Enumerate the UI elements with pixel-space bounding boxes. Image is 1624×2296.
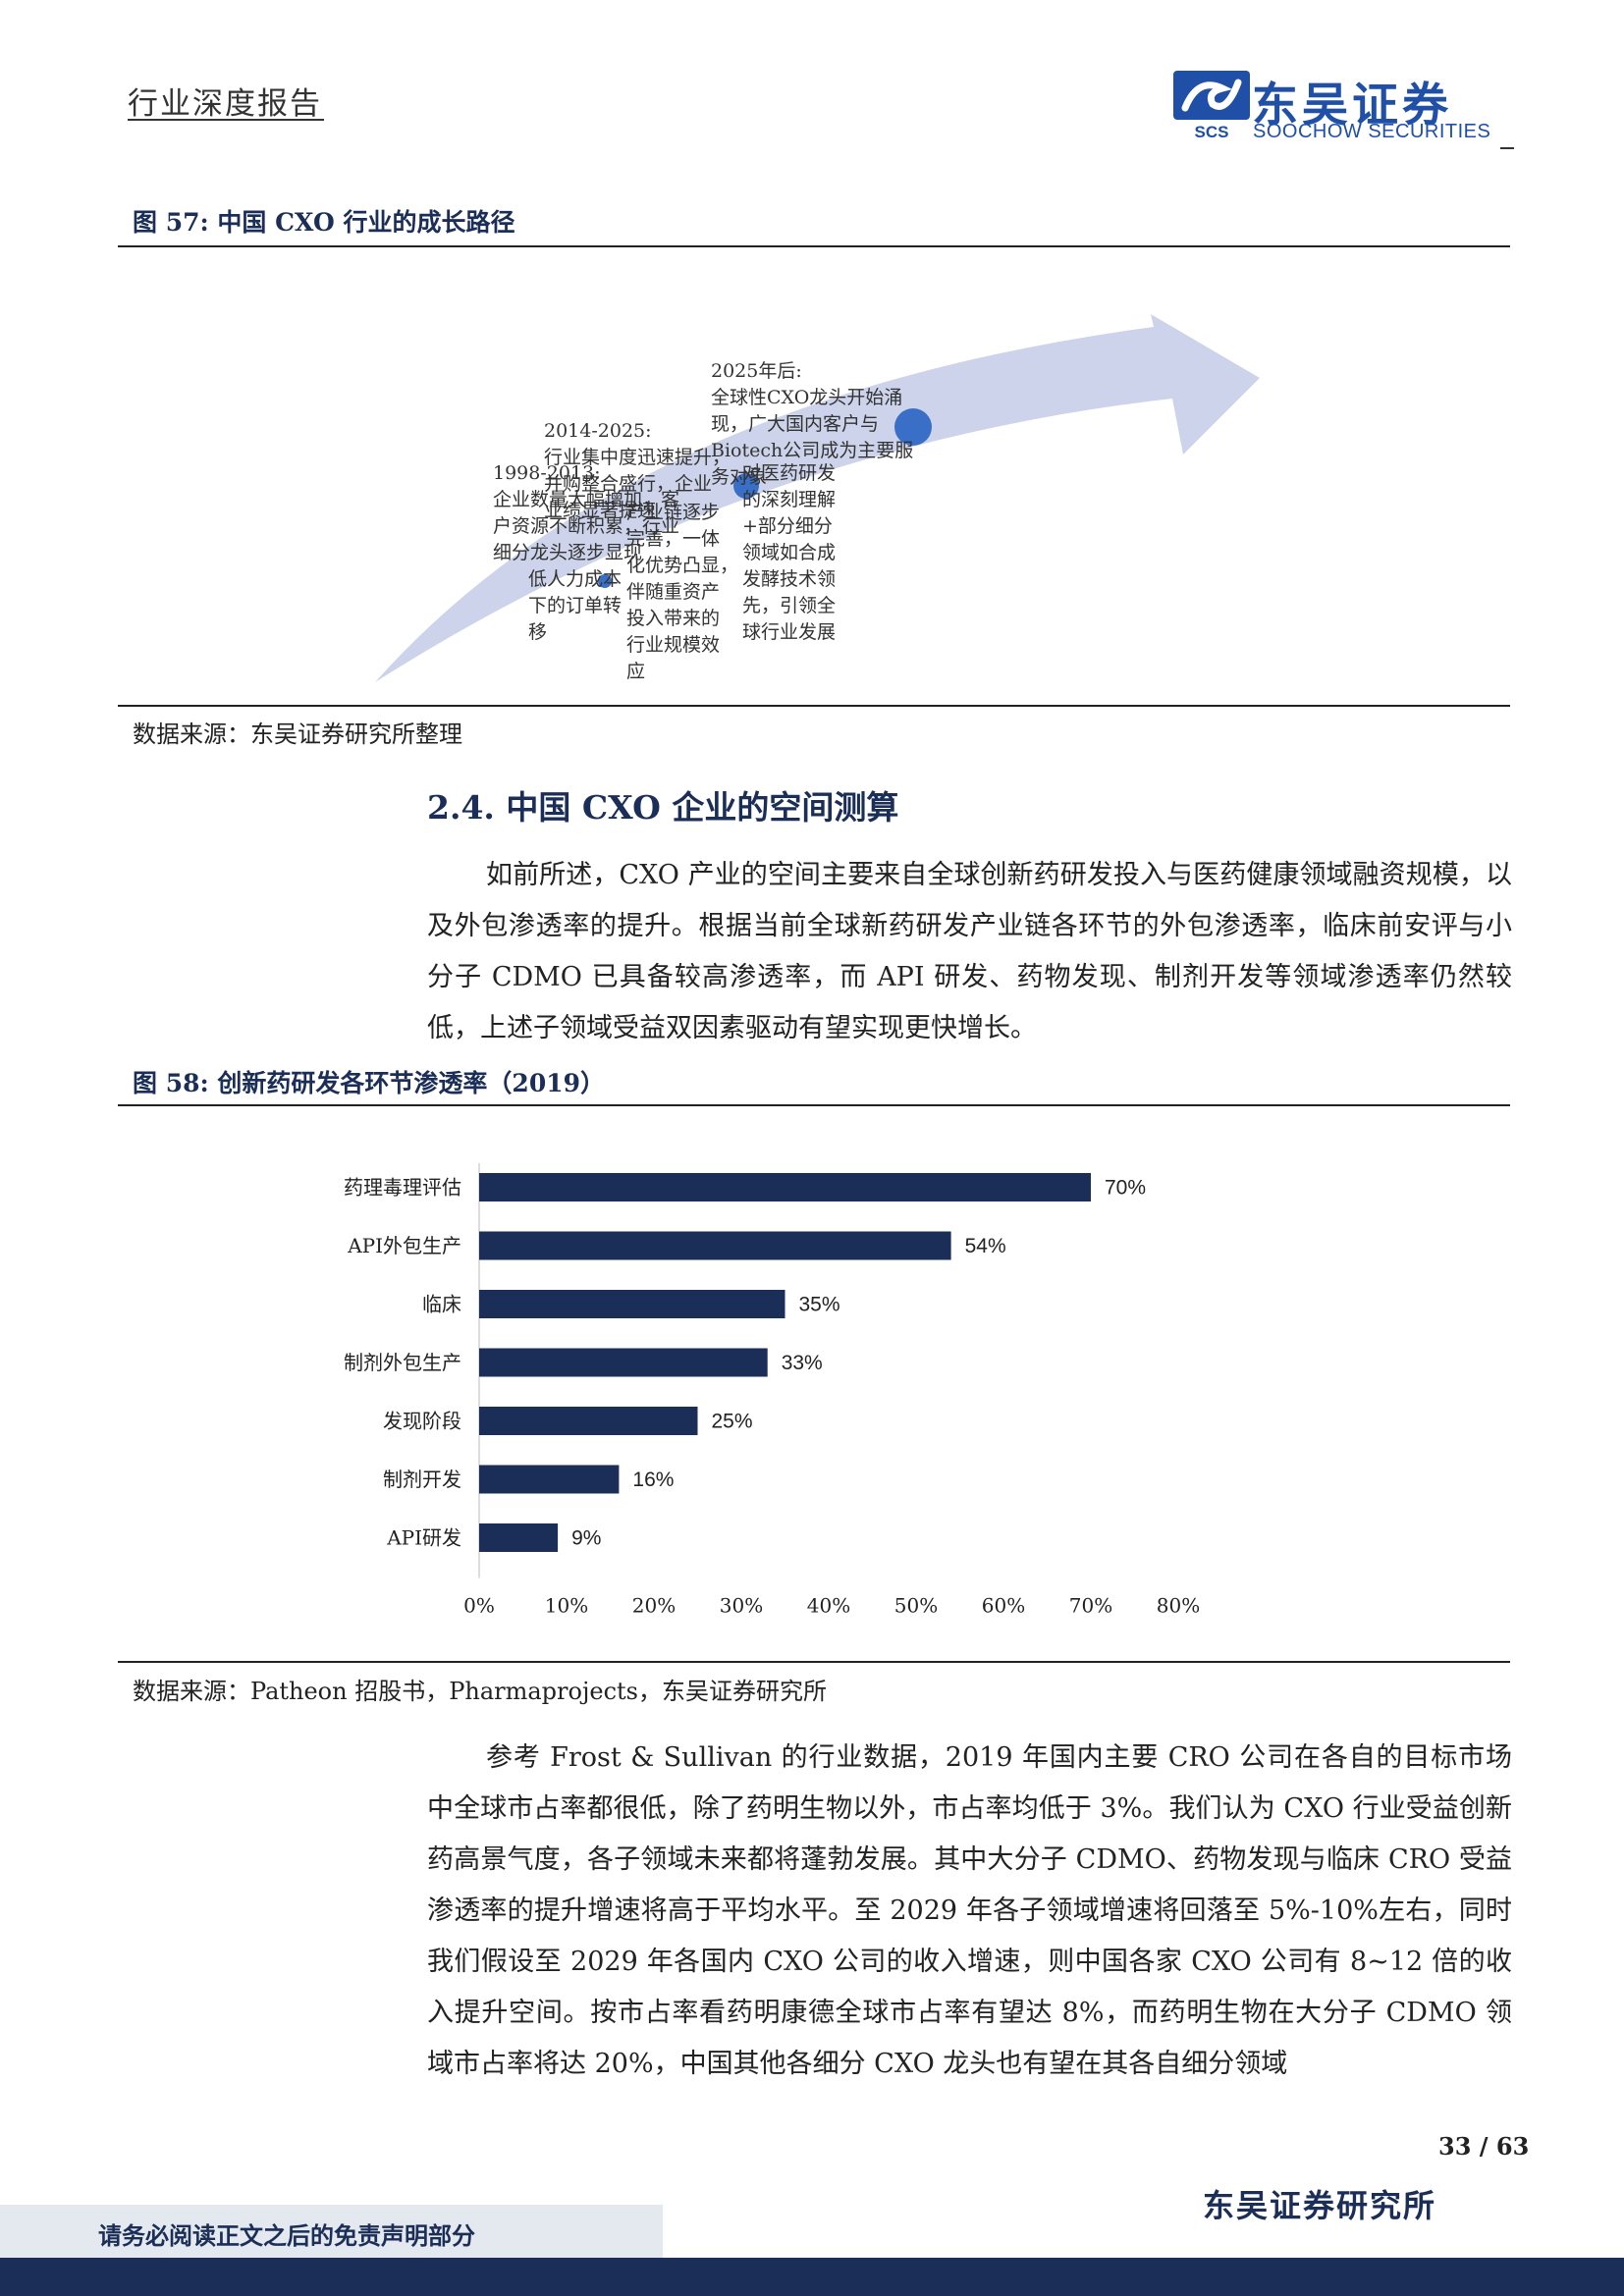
stage1-dot <box>598 574 612 588</box>
data-label: 33% <box>782 1352 823 1374</box>
bar <box>479 1523 559 1552</box>
bar <box>479 1173 1091 1201</box>
x-tick-label: 80% <box>1157 1594 1200 1618</box>
category-label: 药理毒理评估 <box>344 1176 461 1200</box>
x-tick-label: 20% <box>632 1594 676 1618</box>
x-tick-label: 70% <box>1069 1594 1112 1618</box>
category-label: 发现阶段 <box>383 1410 461 1433</box>
figure58-source: 数据来源：Patheon 招股书，Pharmaprojects，东吴证券研究所 <box>133 1678 828 1705</box>
bar <box>479 1290 785 1318</box>
report-type-label: 行业深度报告 <box>128 86 322 122</box>
data-label: 25% <box>712 1411 753 1433</box>
paragraph-2-text: 参考 Frost & Sullivan 的行业数据，2019 年国内主要 CRO… <box>427 1742 1512 2079</box>
footer-disclaimer: 请务必阅读正文之后的免责声明部分 <box>98 2221 475 2250</box>
section-paragraph-1: 如前所述，CXO 产业的空间主要来自全球创新药研发投入与医药健康领域融资规模，以… <box>427 850 1512 1054</box>
figure58-top-rule <box>118 1104 1510 1106</box>
stage3-dot <box>894 408 932 446</box>
paragraph-1-text: 如前所述，CXO 产业的空间主要来自全球创新药研发投入与医药健康领域融资规模，以… <box>427 860 1512 1043</box>
driver-2-text: 产业链逐步完善，一体化优势凸显，伴随重资产投入带来的行业规模效应 <box>626 502 738 682</box>
stage-2-text: 2014-2025:行业集中度迅速提升，并购整合盛行，企业业绩显著提速 <box>544 420 731 521</box>
figure57-source: 数据来源：东吴证券研究所整理 <box>133 721 462 748</box>
data-label: 70% <box>1105 1177 1146 1200</box>
brand-cn: 东吴证券 <box>1252 79 1452 133</box>
footer-brand: 东吴证券研究所 <box>1203 2187 1437 2224</box>
category-label: 制剂开发 <box>383 1468 461 1491</box>
x-tick-label: 60% <box>982 1594 1025 1618</box>
x-tick-label: 10% <box>545 1594 588 1618</box>
brand-en: SOOCHOW SECURITIES <box>1253 121 1491 142</box>
x-tick-label: 30% <box>720 1594 763 1618</box>
stage-3-text: 2025年后:全球性CXO龙头开始涌现，广大国内客户与 Biotech公司成为主要… <box>711 360 913 488</box>
bar <box>479 1231 951 1260</box>
figure57-title: 图 57: 中国 CXO 行业的成长路径 <box>133 208 515 237</box>
figure57-bottom-rule <box>118 705 1510 707</box>
data-label: 54% <box>965 1235 1006 1257</box>
driver-3-text: 对医药研发的深刻理解+部分细分领域如合成发酵技术领先，引领全球行业发展 <box>742 462 836 643</box>
penetration-bar-chart: 药理毒理评估 70% API外包生产 54% 临床 35% 制剂外包生产 33% 发现阶段 25%… <box>344 1163 1200 1618</box>
stage-1-text: 1998-2013:企业数量大幅增加，客户资源不断积累，行业细分龙头逐步显现 <box>493 462 679 563</box>
driver-1-text: 低人力成本下的订单转移 <box>528 568 622 643</box>
figure57-top-rule <box>118 245 1510 247</box>
soochow-logo-icon: SCS <box>1173 71 1250 141</box>
x-tick-label: 40% <box>807 1594 850 1618</box>
category-label: 制剂外包生产 <box>344 1351 461 1374</box>
bar <box>479 1348 768 1377</box>
category-label: 临床 <box>422 1293 461 1316</box>
figure58-title: 图 58: 创新药研发各环节渗透率（2019） <box>133 1069 606 1097</box>
logo-mark-text: SCS <box>1195 123 1229 141</box>
stage2-dot <box>733 473 759 499</box>
growth-arrow <box>375 314 1260 682</box>
page-number: 33 / 63 <box>1438 2132 1530 2161</box>
growth-path-diagram: 1998-2013:企业数量大幅增加，客户资源不断积累，行业细分龙头逐步显现20… <box>375 314 1260 682</box>
footer-disclaimer-tab <box>0 2205 663 2258</box>
bar <box>479 1465 620 1494</box>
x-tick-label: 50% <box>894 1594 938 1618</box>
category-label: API研发 <box>386 1526 461 1550</box>
figure58-bottom-rule <box>118 1661 1510 1663</box>
data-label: 16% <box>632 1468 674 1491</box>
data-label: 35% <box>799 1294 840 1316</box>
bar <box>479 1407 698 1435</box>
section-title: 2.4. 中国 CXO 企业的空间测算 <box>427 788 899 827</box>
footer-bar <box>0 2258 1624 2296</box>
x-tick-label: 0% <box>463 1594 495 1618</box>
header-underline <box>128 119 324 121</box>
section-paragraph-2: 参考 Frost & Sullivan 的行业数据，2019 年国内主要 CRO… <box>427 1733 1512 2090</box>
header-dash <box>1500 147 1514 149</box>
category-label: API外包生产 <box>347 1234 461 1257</box>
data-label: 9% <box>571 1527 601 1550</box>
